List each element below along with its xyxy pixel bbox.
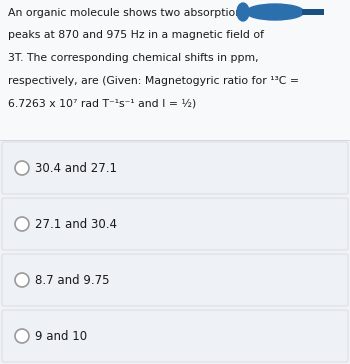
Circle shape [15, 329, 29, 343]
Text: 8.7 and 9.75: 8.7 and 9.75 [35, 273, 110, 286]
FancyBboxPatch shape [0, 0, 350, 140]
Text: respectively, are (Given: Magnetogyric ratio for ¹³C =: respectively, are (Given: Magnetogyric r… [8, 75, 299, 86]
Circle shape [15, 273, 29, 287]
FancyBboxPatch shape [2, 142, 348, 194]
Text: peaks at 870 and 975 Hz in a magnetic field of: peaks at 870 and 975 Hz in a magnetic fi… [8, 31, 264, 40]
Text: An organic molecule shows two absorption: An organic molecule shows two absorption [8, 8, 242, 18]
Text: 6.7263 x 10⁷ rad T⁻¹s⁻¹ and I = ½): 6.7263 x 10⁷ rad T⁻¹s⁻¹ and I = ½) [8, 98, 196, 108]
Text: 30.4 and 27.1: 30.4 and 27.1 [35, 162, 117, 174]
Circle shape [15, 217, 29, 231]
Text: 27.1 and 30.4: 27.1 and 30.4 [35, 218, 117, 230]
Ellipse shape [246, 4, 304, 20]
FancyBboxPatch shape [238, 7, 246, 17]
Text: 9 and 10: 9 and 10 [35, 329, 87, 343]
Text: 3T. The corresponding chemical shifts in ppm,: 3T. The corresponding chemical shifts in… [8, 53, 259, 63]
FancyBboxPatch shape [2, 254, 348, 306]
FancyBboxPatch shape [2, 310, 348, 362]
Ellipse shape [237, 3, 249, 21]
FancyBboxPatch shape [2, 198, 348, 250]
FancyBboxPatch shape [302, 9, 324, 15]
Circle shape [15, 161, 29, 175]
